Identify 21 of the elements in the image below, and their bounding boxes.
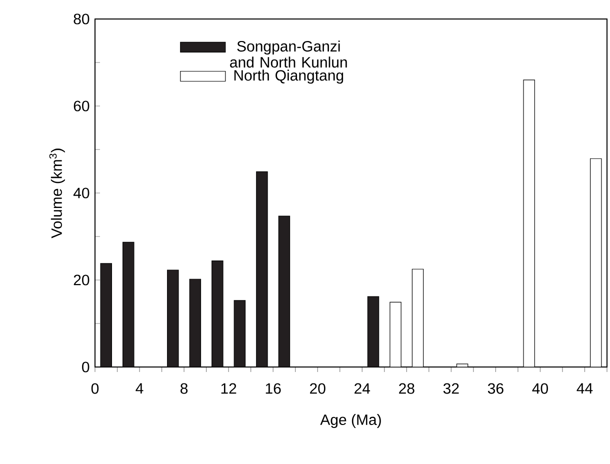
y-axis-title: Volume (km$^{3}$) bbox=[49, 148, 65, 238]
x-tick-label: 36 bbox=[488, 383, 504, 394]
x-tick-label: 20 bbox=[310, 383, 326, 394]
y-tick-label: 20 bbox=[74, 274, 90, 286]
x-tick-label: 12 bbox=[221, 383, 236, 394]
x-tick-label: 44 bbox=[576, 383, 593, 394]
legend-label: Songpan-Ganzi and North Kunlun bbox=[230, 40, 347, 68]
y-tick-label: 80 bbox=[74, 14, 90, 24]
legend-label: North Qiangtang bbox=[234, 70, 344, 84]
y-tick-label: 40 bbox=[73, 188, 90, 198]
y-tick-label: 0 bbox=[82, 362, 90, 372]
x-tick-label: 8 bbox=[180, 383, 188, 394]
x-axis-title: Age (Ma) bbox=[320, 414, 381, 428]
x-tick-label: 32 bbox=[443, 383, 459, 394]
x-tick-label: 24 bbox=[354, 383, 370, 394]
x-tick-label: 40 bbox=[532, 383, 548, 394]
x-tick-label: 28 bbox=[399, 383, 414, 394]
x-tick-label: 16 bbox=[266, 383, 281, 394]
y-tick-label: 60 bbox=[74, 100, 90, 112]
x-tick-label: 0 bbox=[91, 383, 99, 394]
x-tick-label: 4 bbox=[136, 383, 144, 394]
